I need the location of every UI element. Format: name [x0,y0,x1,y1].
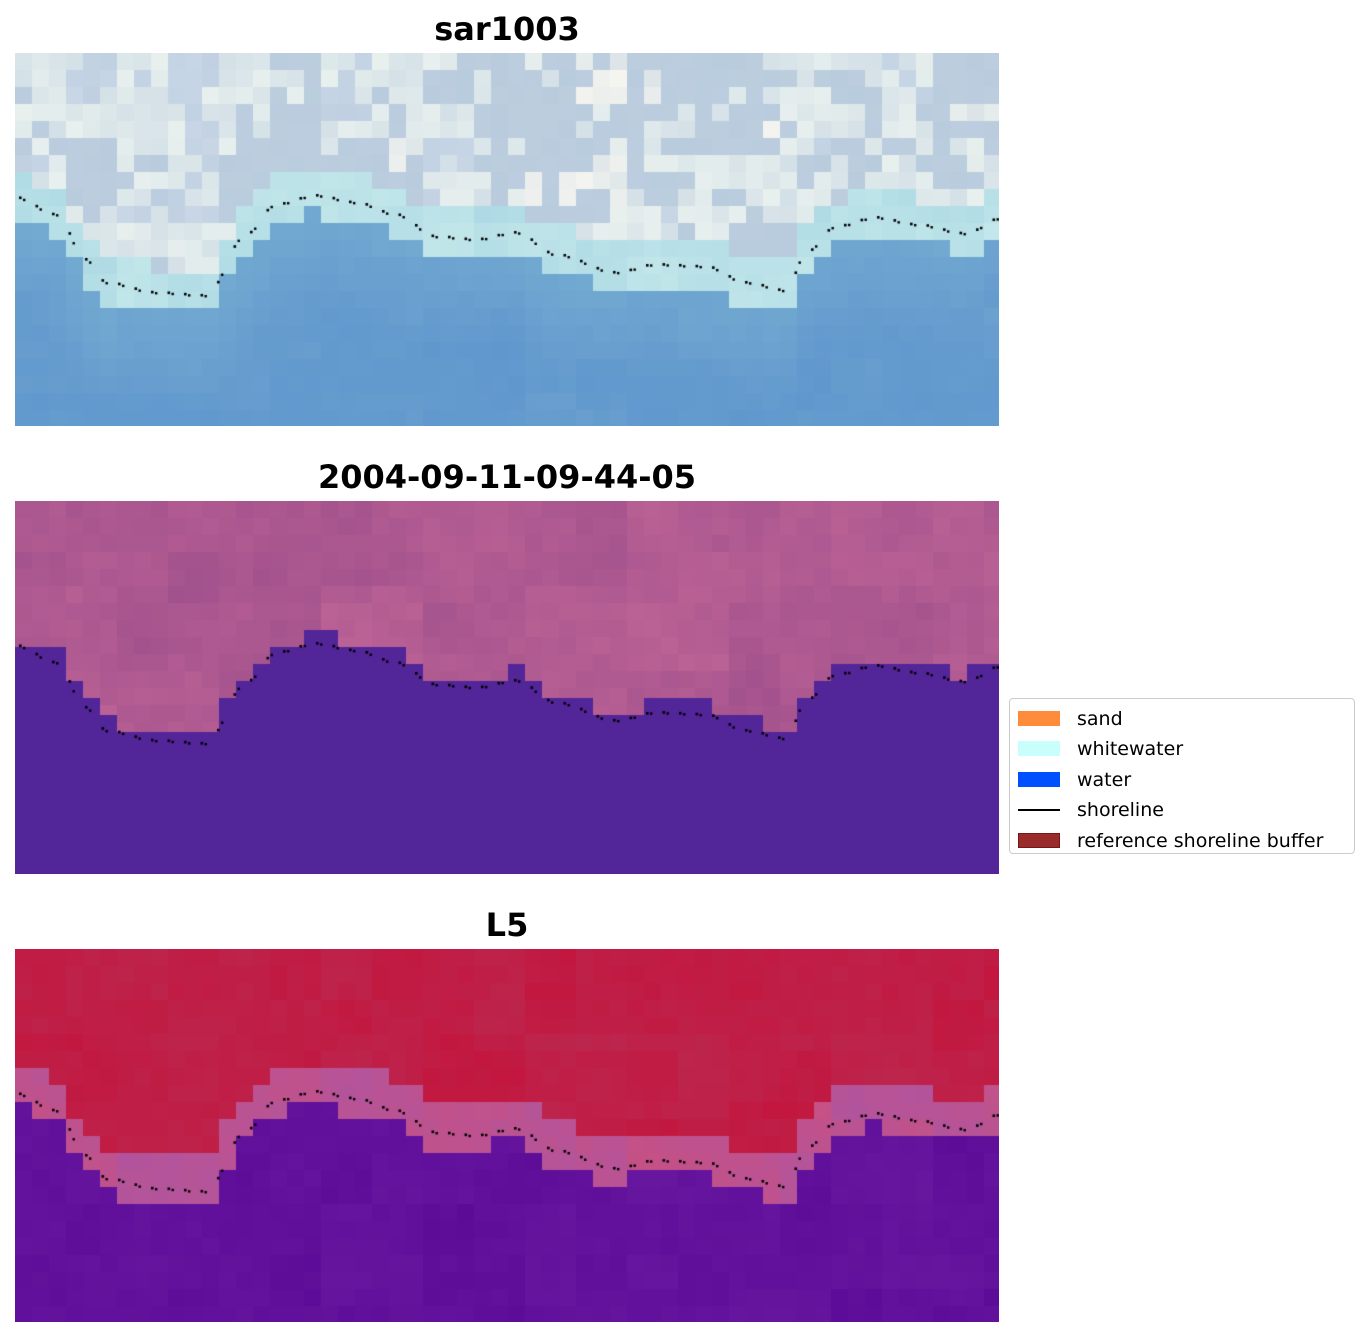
legend-item-shoreline: shoreline [1010,794,1354,824]
water-swatch [1018,771,1060,787]
whitewater-swatch [1018,741,1060,757]
panel-title-rgb: sar1003 [434,10,580,48]
legend-item-reference-buffer: reference shoreline buffer [1010,825,1354,855]
rgb-image-panel [15,53,999,426]
index-image-panel [15,949,999,1322]
panel-title-classified: 2004-09-11-09-44-05 [317,458,697,496]
legend-item-whitewater: whitewater [1010,733,1354,763]
shoreline-line-swatch [1018,809,1060,812]
classified-image-panel [15,501,999,874]
sand-swatch [1018,711,1060,726]
legend-label: shoreline [1077,799,1164,822]
panel-title-index: L5 [485,906,529,944]
legend-label: whitewater [1077,738,1184,761]
classified-image [15,501,999,874]
rgb-satellite-image [15,53,999,426]
reference-buffer-swatch [1018,832,1060,848]
legend: sand whitewater water shoreline referenc… [1009,698,1355,854]
legend-item-water: water [1010,764,1354,794]
index-image [15,949,999,1322]
legend-label: water [1077,768,1132,791]
legend-label: sand [1077,708,1123,730]
legend-item-sand: sand [1010,703,1354,733]
legend-label: reference shoreline buffer [1077,829,1324,852]
